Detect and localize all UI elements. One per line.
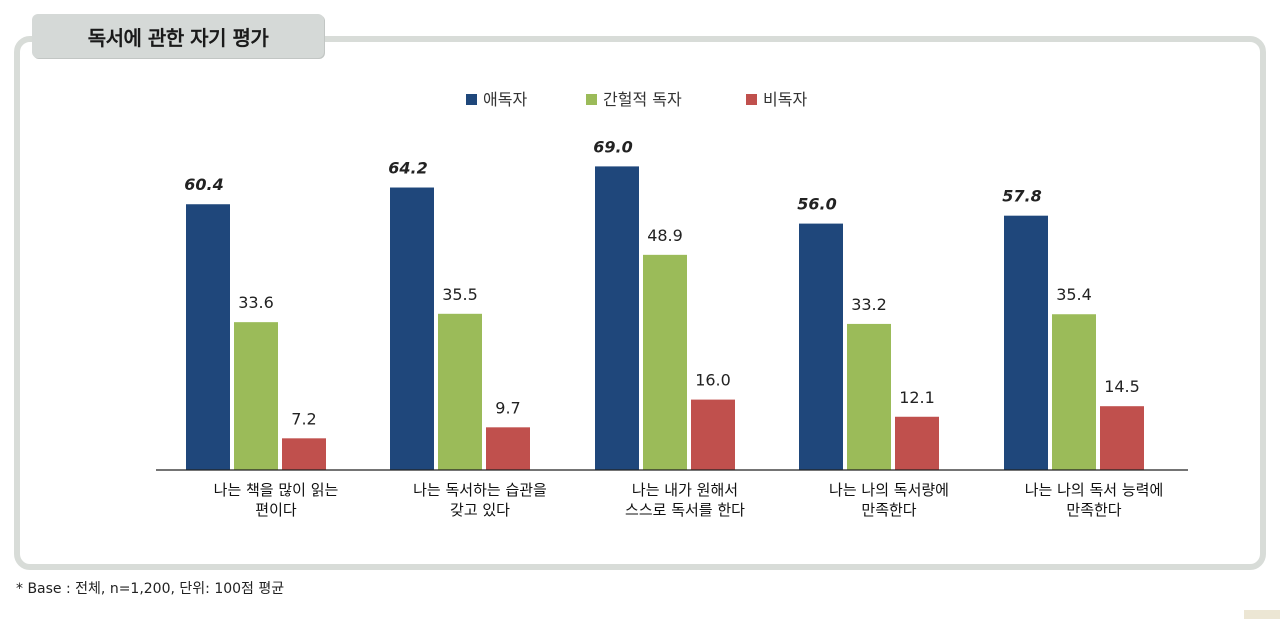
- bar-non-1: [282, 438, 326, 470]
- value-label-non-5: 14.5: [1104, 377, 1140, 396]
- value-labels: 60.4 33.6 7.2 64.2 35.5 9.7 69.0 48.9 16.0 56.0 33…: [184, 137, 1140, 428]
- category-label-5: 나는 나의 독서 능력에 만족한다: [1025, 481, 1164, 519]
- legend: 애독자 간헐적 독자 비독자: [466, 90, 807, 109]
- value-label-avid-5: 57.8: [1002, 187, 1041, 206]
- bar-avid-3: [595, 166, 639, 470]
- value-label-occasional-1: 33.6: [238, 293, 274, 312]
- value-label-occasional-2: 35.5: [442, 285, 478, 304]
- legend-label-avid: 애독자: [483, 90, 527, 109]
- bar-non-3: [691, 399, 735, 470]
- bar-occasional-5: [1052, 314, 1096, 470]
- category-labels: 나는 책을 많이 읽는 편이다 나는 독서하는 습관을 갖고 있다 나는 내가 원해서 스…: [214, 481, 1164, 519]
- legend-swatch-occasional: [586, 94, 597, 105]
- legend-swatch-avid: [466, 94, 477, 105]
- value-label-avid-3: 69.0: [593, 137, 632, 156]
- bar-non-2: [486, 427, 530, 470]
- legend-label-non: 비독자: [763, 90, 807, 109]
- bar-occasional-1: [234, 322, 278, 470]
- legend-swatch-non: [746, 94, 757, 105]
- bar-avid-5: [1004, 215, 1048, 470]
- value-label-non-3: 16.0: [695, 371, 731, 390]
- bar-non-5: [1100, 406, 1144, 470]
- value-label-non-1: 7.2: [291, 409, 316, 428]
- bar-avid-4: [799, 223, 843, 470]
- bar-occasional-3: [643, 254, 687, 470]
- value-label-avid-1: 60.4: [184, 175, 223, 194]
- value-label-occasional-3: 48.9: [647, 226, 683, 245]
- chart-title: 독서에 관한 자기 평가: [87, 25, 269, 50]
- value-label-occasional-4: 33.2: [851, 295, 887, 314]
- value-label-avid-4: 56.0: [797, 195, 836, 214]
- category-label-3: 나는 내가 원해서 스스로 독서를 한다: [625, 481, 745, 519]
- footnote: * Base : 전체, n=1,200, 단위: 100점 평균: [16, 581, 285, 597]
- bar-non-4: [895, 416, 939, 470]
- category-label-4: 나는 나의 독서량에 만족한다: [829, 481, 949, 519]
- bar-avid-2: [390, 187, 434, 470]
- bar-avid-1: [186, 204, 230, 471]
- bar-occasional-2: [438, 313, 482, 470]
- decorative-corner: [1244, 610, 1280, 619]
- value-label-avid-2: 64.2: [388, 159, 427, 178]
- value-label-occasional-5: 35.4: [1056, 285, 1092, 304]
- category-label-2: 나는 독서하는 습관을 갖고 있다: [413, 481, 547, 519]
- title-tab: 독서에 관한 자기 평가: [32, 14, 324, 58]
- bar-occasional-4: [847, 323, 891, 470]
- value-label-non-2: 9.7: [495, 398, 520, 417]
- bars: [186, 166, 1144, 471]
- value-label-non-4: 12.1: [899, 388, 935, 407]
- legend-label-occasional: 간헐적 독자: [603, 90, 682, 109]
- category-label-1: 나는 책을 많이 읽는 편이다: [214, 481, 339, 519]
